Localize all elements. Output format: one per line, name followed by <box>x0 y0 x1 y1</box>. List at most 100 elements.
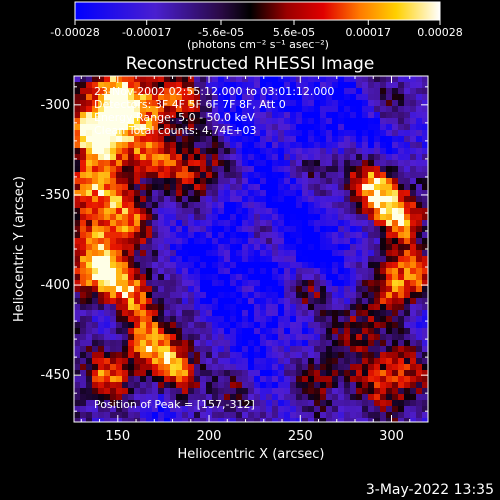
heatmap-cell <box>176 400 183 407</box>
heatmap-cell <box>416 256 423 263</box>
heatmap-cell <box>224 166 231 173</box>
heatmap-cell <box>404 82 411 89</box>
heatmap-cell <box>374 214 381 221</box>
heatmap-cell <box>308 220 315 227</box>
heatmap-cell <box>290 334 297 341</box>
heatmap-cell <box>386 232 393 239</box>
heatmap-cell <box>284 172 291 179</box>
heatmap-cell <box>308 124 315 131</box>
heatmap-cell <box>350 268 357 275</box>
heatmap-cell <box>272 220 279 227</box>
heatmap-cell <box>128 286 135 293</box>
heatmap-cell <box>218 406 225 413</box>
heatmap-cell <box>98 292 105 299</box>
heatmap-cell <box>182 76 189 83</box>
heatmap-cell <box>74 334 81 341</box>
heatmap-cell <box>374 328 381 335</box>
heatmap-cell <box>374 130 381 137</box>
heatmap-cell <box>260 214 267 221</box>
heatmap-cell <box>278 382 285 389</box>
heatmap-cell <box>272 280 279 287</box>
heatmap-cell <box>344 178 351 185</box>
heatmap-cell <box>254 262 261 269</box>
heatmap-cell <box>200 142 207 149</box>
heatmap-cell <box>320 400 327 407</box>
heatmap-cell <box>104 82 111 89</box>
heatmap-cell <box>236 94 243 101</box>
heatmap-cell <box>416 148 423 155</box>
heatmap-cell <box>146 412 153 419</box>
heatmap-cell <box>290 202 297 209</box>
heatmap-cell <box>422 94 428 101</box>
heatmap-cell <box>248 346 255 353</box>
heatmap-cell <box>266 406 273 413</box>
heatmap-cell <box>398 88 405 95</box>
heatmap-cell <box>230 280 237 287</box>
heatmap-cell <box>326 106 333 113</box>
heatmap-cell <box>320 118 327 125</box>
heatmap-cell <box>320 82 327 89</box>
heatmap-cell <box>170 382 177 389</box>
heatmap-cell <box>254 406 261 413</box>
heatmap-cell <box>296 220 303 227</box>
heatmap-cell <box>86 214 93 221</box>
heatmap-cell <box>134 112 141 119</box>
y-axis: -300-350-400-450 <box>40 86 428 412</box>
heatmap-cell <box>386 220 393 227</box>
heatmap-cell <box>110 190 117 197</box>
heatmap-cell <box>422 172 428 179</box>
heatmap-cell <box>122 94 129 101</box>
heatmap-cell <box>374 136 381 143</box>
heatmap-cell <box>200 166 207 173</box>
heatmap-cell <box>326 322 333 329</box>
heatmap-cell <box>104 298 111 305</box>
heatmap-cell <box>404 256 411 263</box>
heatmap-cell <box>128 76 135 83</box>
heatmap-cell <box>158 130 165 137</box>
heatmap-cell <box>374 280 381 287</box>
heatmap-cell <box>176 220 183 227</box>
heatmap-cell <box>206 262 213 269</box>
heatmap-cell <box>338 322 345 329</box>
heatmap-cell <box>410 82 417 89</box>
heatmap-cell <box>206 376 213 383</box>
heatmap-cell <box>86 382 93 389</box>
heatmap-cell <box>362 184 369 191</box>
heatmap-cell <box>104 196 111 203</box>
heatmap-cell <box>362 322 369 329</box>
heatmap-cell <box>218 238 225 245</box>
heatmap-cell <box>182 412 189 419</box>
heatmap-cell <box>374 268 381 275</box>
heatmap-cell <box>266 352 273 359</box>
heatmap-cell <box>212 334 219 341</box>
heatmap-cell <box>254 310 261 317</box>
heatmap-cell <box>248 214 255 221</box>
heatmap-cell <box>224 304 231 311</box>
heatmap-cell <box>284 250 291 257</box>
heatmap-cell <box>344 298 351 305</box>
heatmap-cell <box>236 226 243 233</box>
heatmap-cell <box>140 244 147 251</box>
heatmap-cell <box>206 268 213 275</box>
heatmap-cell <box>134 160 141 167</box>
heatmap-cell <box>344 136 351 143</box>
heatmap-cell <box>74 310 81 317</box>
heatmap-cell <box>248 238 255 245</box>
heatmap-cell <box>140 202 147 209</box>
heatmap-cell <box>320 220 327 227</box>
heatmap-cell <box>350 190 357 197</box>
heatmap-cell <box>230 262 237 269</box>
heatmap-cell <box>272 418 279 422</box>
heatmap-cell <box>176 184 183 191</box>
heatmap-cell <box>416 382 423 389</box>
heatmap-cell <box>368 280 375 287</box>
heatmap-cell <box>266 82 273 89</box>
heatmap-cell <box>146 136 153 143</box>
heatmap-cell <box>422 190 428 197</box>
heatmap-cell <box>158 262 165 269</box>
heatmap-cell <box>338 190 345 197</box>
heatmap-cell <box>260 412 267 419</box>
heatmap-cell <box>128 100 135 107</box>
heatmap-cell <box>80 178 87 185</box>
heatmap-cell <box>86 256 93 263</box>
